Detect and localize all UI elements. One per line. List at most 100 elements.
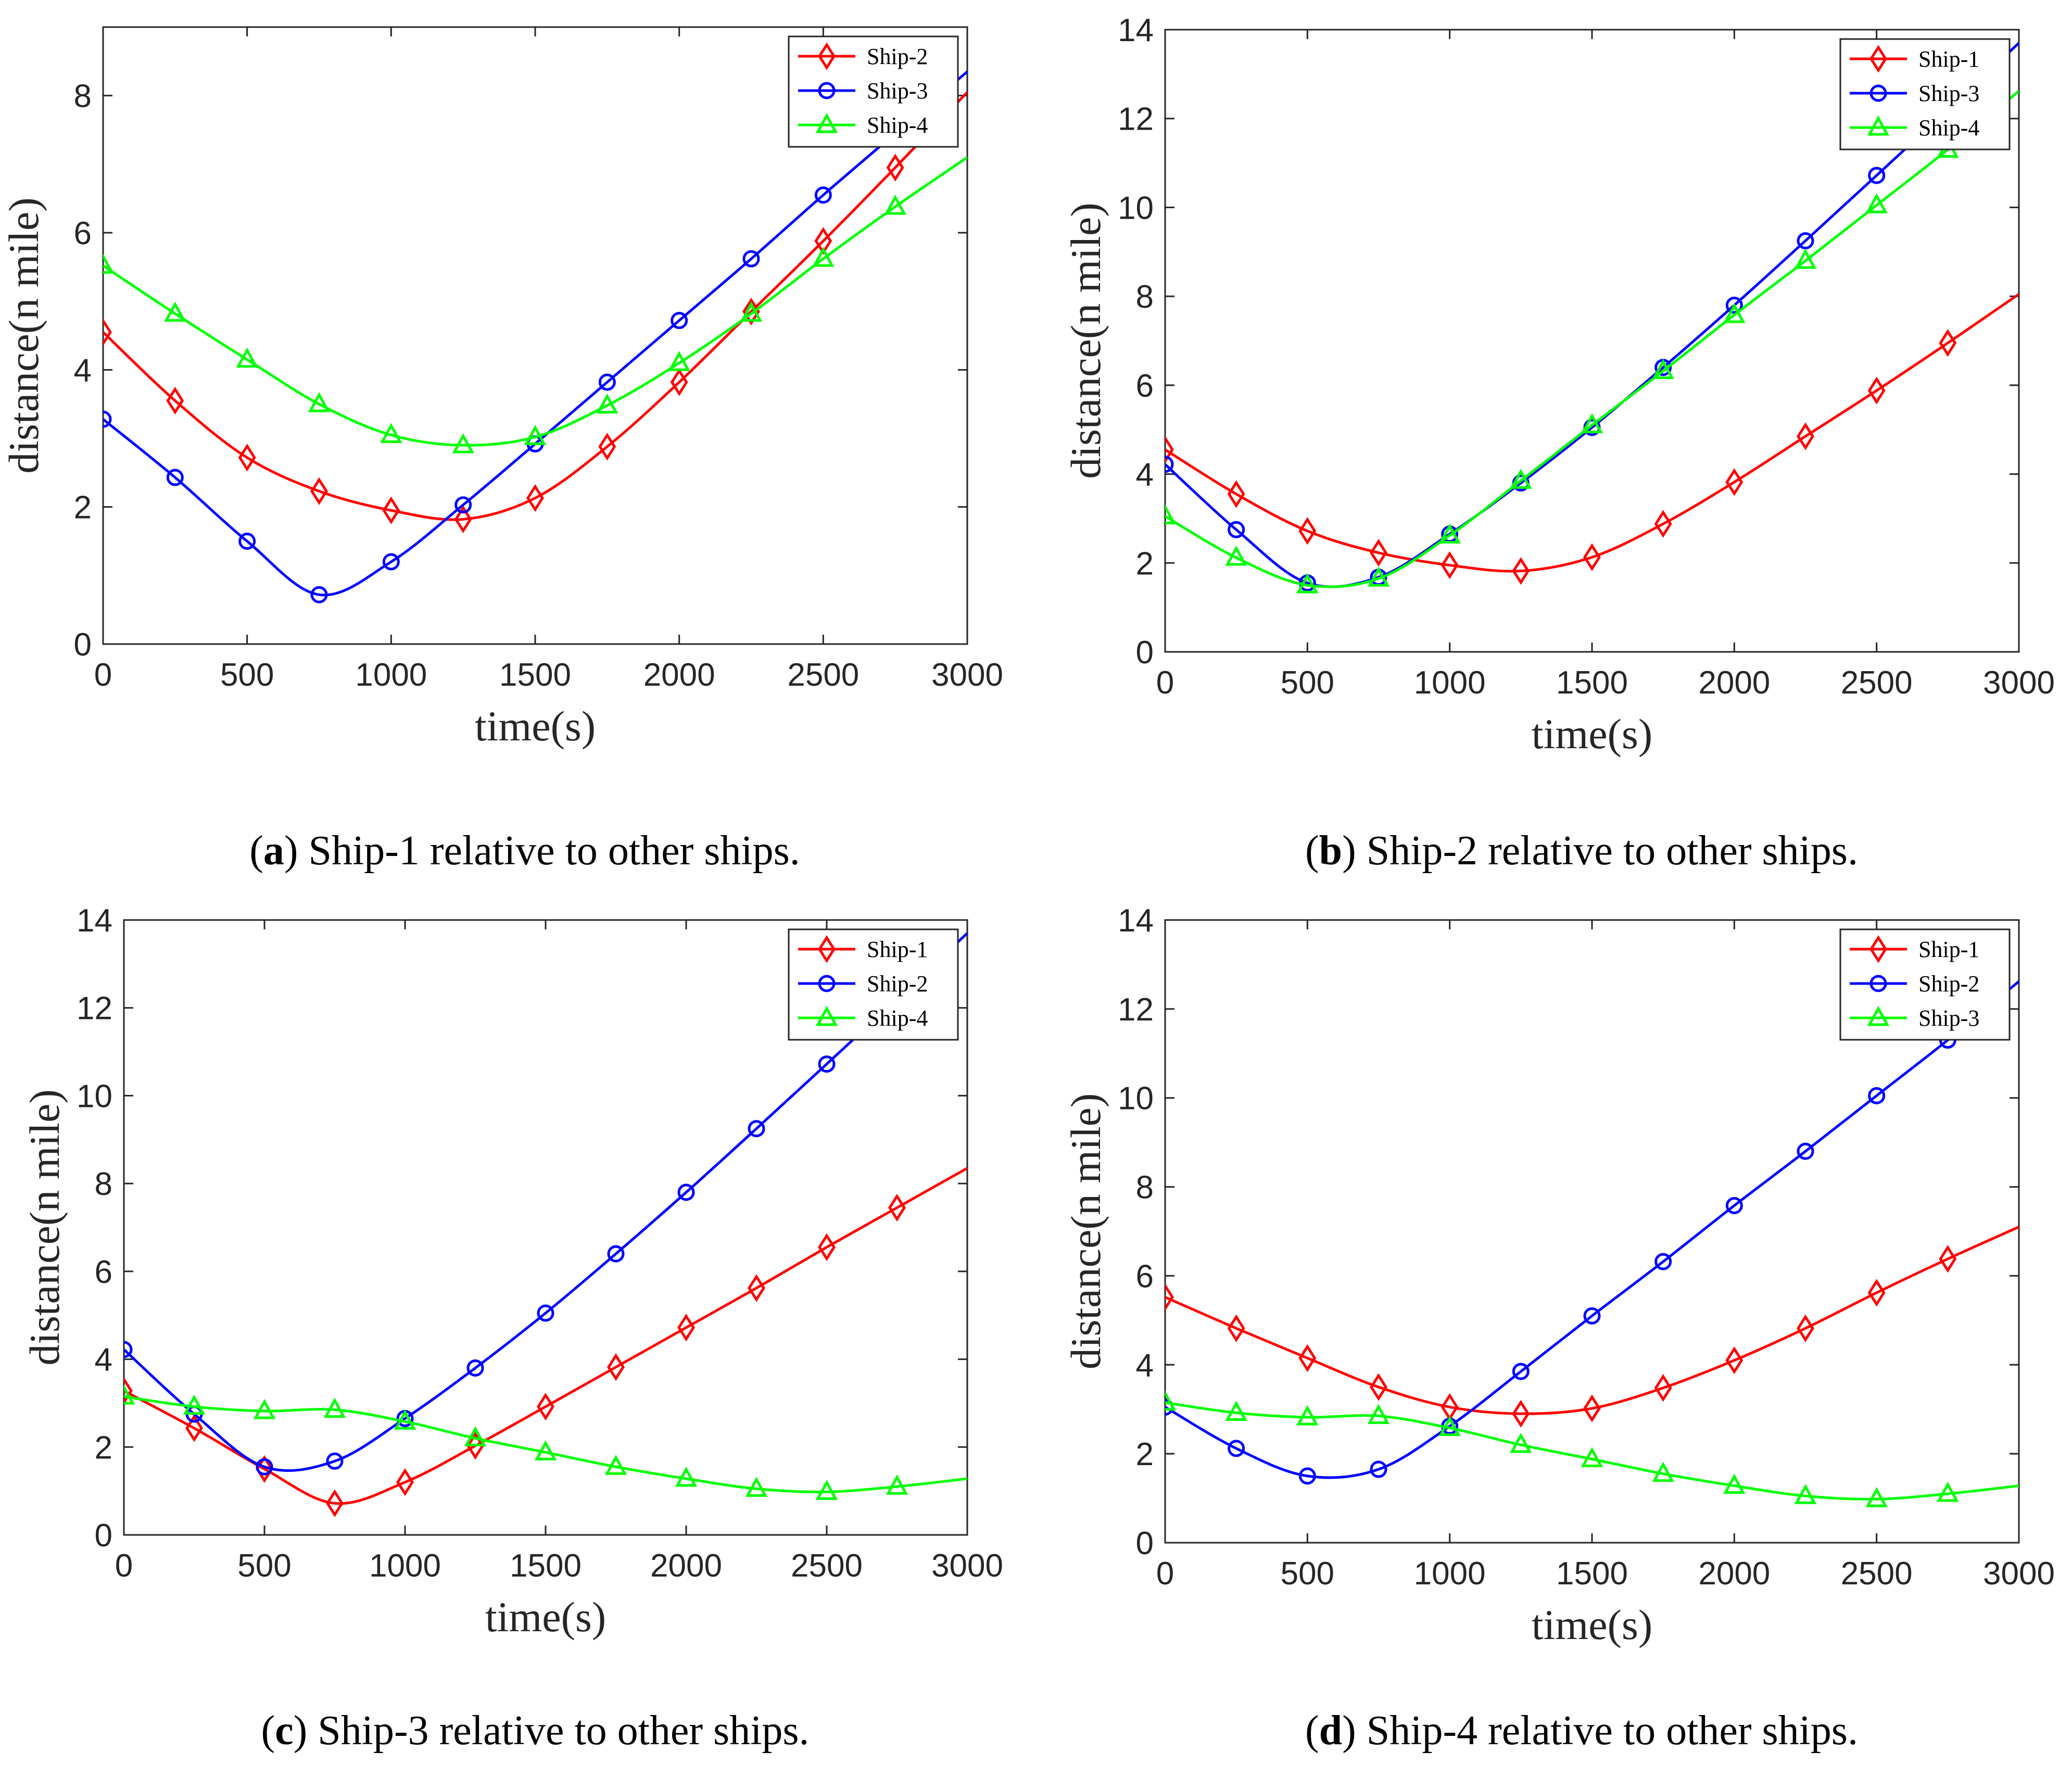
data-point (1797, 1142, 1814, 1160)
x-tick-label: 3000 (1983, 665, 2055, 701)
x-tick-label: 0 (1156, 1556, 1174, 1592)
legend-marker (1869, 935, 1887, 963)
data-point (1370, 538, 1387, 567)
data-point (675, 1466, 698, 1487)
x-tick-label: 2000 (650, 1548, 722, 1584)
data-point (1725, 296, 1743, 314)
data-point (310, 477, 328, 506)
data-point (1227, 1314, 1245, 1342)
data-point (596, 393, 618, 414)
x-tick-label: 2500 (791, 1548, 863, 1584)
legend-label: Ship-1 (1918, 46, 1979, 72)
subplot-caption: (a) Ship-1 relative to other ships. (249, 828, 800, 874)
data-point (185, 1414, 203, 1442)
legend-label: Ship-4 (867, 112, 928, 138)
legend-label: Ship-4 (1918, 115, 1979, 141)
data-point (677, 1314, 695, 1342)
legend-marker (1869, 975, 1887, 992)
y-axis-label: distance(n mile) (21, 1089, 68, 1366)
series-line (124, 1167, 967, 1505)
data-point (1227, 480, 1245, 508)
data-point (1725, 468, 1743, 496)
series-ship-4 (103, 156, 967, 453)
legend-label: Ship-1 (1918, 937, 1979, 962)
subplot-caption: (c) Ship-3 relative to other ships. (261, 1708, 809, 1754)
data-point (124, 1341, 133, 1358)
x-tick-label: 3000 (1983, 1556, 2055, 1592)
data-point (1723, 1473, 1746, 1494)
data-point (382, 553, 400, 571)
data-point (1228, 1440, 1245, 1457)
subplot-caption: (d) Ship-4 relative to other ships. (1305, 1708, 1858, 1754)
legend: Ship-1 Ship-2 Ship-3 (1839, 928, 2011, 1041)
data-point (1865, 1487, 1888, 1507)
data-point (1367, 566, 1390, 587)
x-axis-label: time(s) (1532, 1601, 1652, 1648)
data-point (1298, 1344, 1317, 1372)
data-point (1583, 1307, 1601, 1325)
data-point (1581, 413, 1603, 434)
x-tick-label: 500 (237, 1548, 291, 1584)
y-tick-label: 10 (1118, 1081, 1154, 1117)
legend-label: Ship-3 (1918, 81, 1979, 106)
x-tick-label: 1000 (1414, 665, 1486, 701)
legend-marker (1869, 84, 1887, 102)
data-point (1654, 1374, 1672, 1402)
data-point (1165, 435, 1174, 464)
data-point (1296, 1405, 1319, 1426)
legend-marker (815, 1005, 838, 1026)
data-point (818, 1233, 836, 1262)
data-point (1794, 1484, 1817, 1504)
y-tick-label: 14 (1118, 12, 1154, 48)
data-point (814, 227, 832, 255)
y-axis-label: distance(n mile) (1062, 1093, 1109, 1370)
data-point (103, 254, 115, 274)
data-point (256, 1458, 273, 1476)
data-point (1296, 573, 1319, 594)
data-point (466, 1432, 484, 1460)
y-tick-label: 10 (1118, 190, 1154, 226)
data-point (124, 1384, 135, 1405)
legend-marker (818, 82, 836, 99)
x-tick-label: 3000 (931, 1548, 1003, 1584)
data-point (1797, 422, 1814, 450)
data-point (1794, 248, 1817, 269)
data-point (1165, 1283, 1174, 1312)
data-point (748, 1120, 765, 1138)
legend-label: Ship-3 (1918, 1005, 1979, 1031)
y-tick-label: 8 (74, 79, 92, 115)
y-tick-label: 4 (1136, 1347, 1154, 1383)
x-axis-label: time(s) (1532, 710, 1652, 758)
data-point (326, 1452, 344, 1470)
data-point (326, 1489, 344, 1517)
x-tick-label: 2500 (1841, 1556, 1913, 1592)
data-point (1868, 1087, 1886, 1104)
series-line (1165, 90, 2019, 588)
y-tick-label: 12 (77, 991, 112, 1027)
y-tick-label: 8 (95, 1166, 112, 1202)
data-point (1654, 510, 1672, 538)
data-point (164, 301, 186, 322)
data-point (1441, 551, 1459, 579)
y-tick-label: 6 (1136, 368, 1154, 404)
y-tick-label: 6 (74, 216, 92, 251)
data-point (464, 1426, 487, 1446)
x-tick-label: 1500 (499, 657, 571, 693)
x-tick-label: 1500 (1556, 665, 1628, 701)
data-point (183, 1394, 206, 1415)
series-line (124, 1395, 967, 1493)
legend-marker (1867, 115, 1890, 136)
y-tick-label: 2 (74, 490, 92, 526)
data-point (323, 1397, 346, 1418)
legend-marker (815, 112, 838, 133)
data-point (1512, 1400, 1530, 1428)
y-tick-label: 8 (1136, 279, 1154, 315)
data-point (607, 1245, 625, 1263)
x-tick-label: 0 (115, 1548, 133, 1584)
data-point (745, 1477, 768, 1497)
legend-marker (818, 935, 836, 963)
y-tick-label: 12 (1118, 992, 1154, 1028)
legend-label: Ship-2 (867, 971, 928, 997)
data-point (598, 433, 616, 461)
x-tick-label: 2500 (1841, 665, 1913, 701)
